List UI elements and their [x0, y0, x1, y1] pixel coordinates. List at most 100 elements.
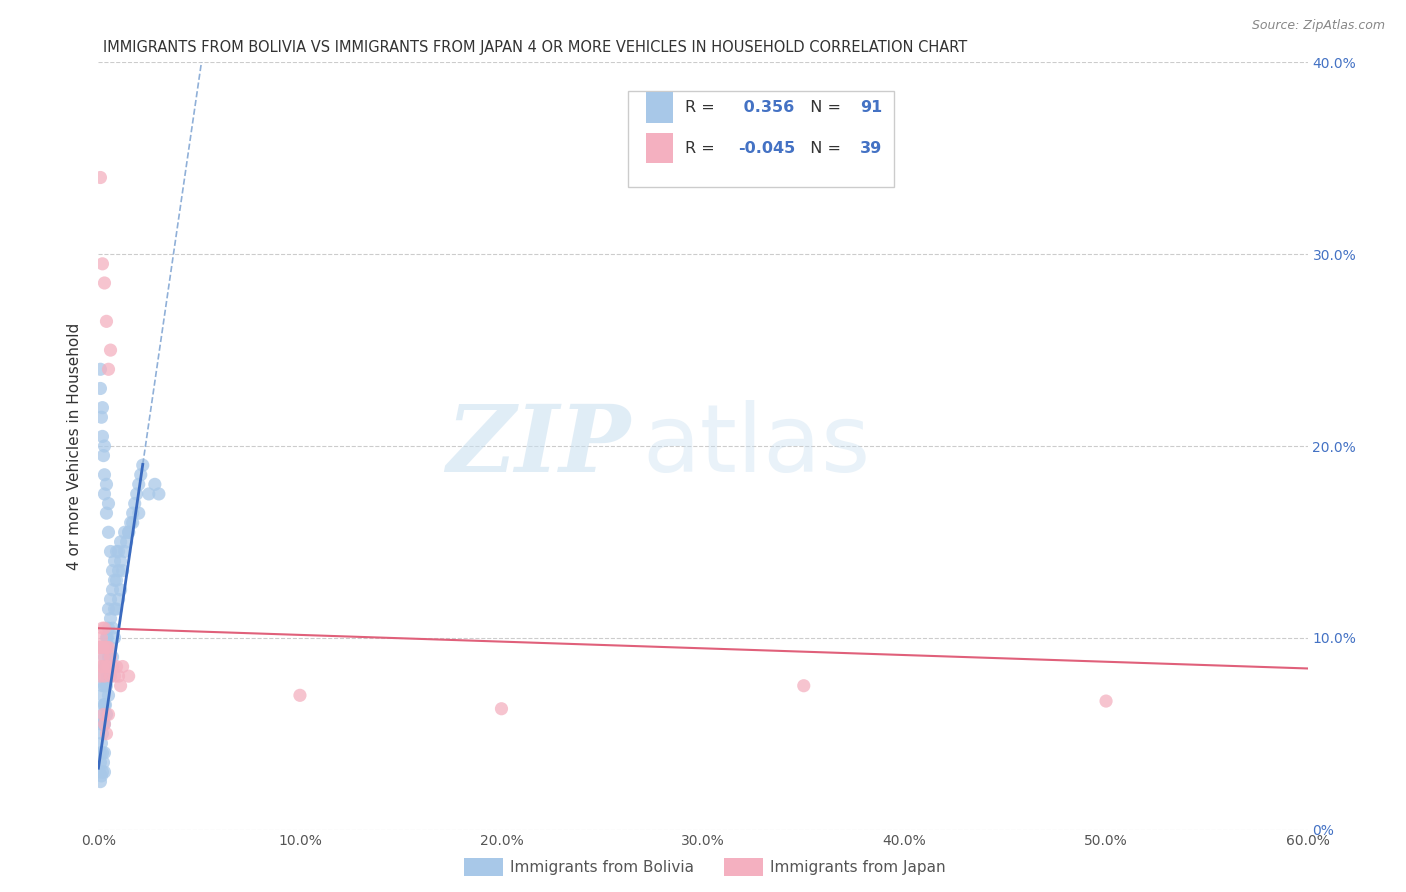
Point: [91, 746, 114, 760]
Point: [93, 640, 115, 655]
Point: [118, 525, 141, 540]
Point: [110, 679, 132, 693]
Point: [93, 621, 115, 635]
Point: [93, 467, 115, 482]
Point: [101, 659, 124, 673]
Point: [101, 582, 124, 597]
Text: 91: 91: [860, 100, 883, 115]
Point: [91, 679, 114, 693]
Point: [97, 362, 120, 376]
Point: [90, 410, 112, 425]
Point: [91, 726, 114, 740]
Point: [93, 717, 115, 731]
Point: [89, 774, 111, 789]
Point: [97, 649, 120, 664]
Point: [90, 631, 112, 645]
FancyBboxPatch shape: [464, 858, 503, 876]
Point: [93, 669, 115, 683]
Point: [96, 707, 118, 722]
Point: [97, 659, 120, 673]
Point: [103, 669, 125, 683]
Point: [101, 564, 124, 578]
Point: [93, 717, 115, 731]
Point: [89, 382, 111, 396]
Point: [97, 689, 120, 703]
Point: [107, 669, 129, 683]
Point: [96, 477, 118, 491]
Point: [96, 640, 118, 655]
Point: [93, 717, 115, 731]
Point: [96, 631, 118, 645]
Point: [91, 765, 114, 780]
Point: [97, 707, 120, 722]
Point: [91, 621, 114, 635]
Point: [793, 679, 815, 693]
Point: [93, 669, 115, 683]
Text: N =: N =: [800, 141, 846, 155]
Point: [111, 659, 134, 673]
Text: Source: ZipAtlas.com: Source: ZipAtlas.com: [1251, 19, 1385, 31]
Point: [90, 769, 112, 783]
Point: [96, 679, 118, 693]
Point: [100, 669, 122, 683]
Point: [107, 592, 129, 607]
Text: IMMIGRANTS FROM BOLIVIA VS IMMIGRANTS FROM JAPAN 4 OR MORE VEHICLES IN HOUSEHOLD: IMMIGRANTS FROM BOLIVIA VS IMMIGRANTS FR…: [103, 40, 967, 55]
Point: [111, 564, 134, 578]
Point: [93, 707, 115, 722]
Point: [103, 602, 125, 616]
Point: [90, 717, 112, 731]
Point: [89, 746, 111, 760]
Text: 0.356: 0.356: [738, 100, 794, 115]
Point: [97, 621, 120, 635]
Point: [93, 449, 115, 463]
Point: [110, 535, 132, 549]
Point: [93, 765, 115, 780]
Point: [93, 756, 115, 770]
Point: [91, 659, 114, 673]
Point: [96, 506, 118, 520]
Point: [100, 544, 122, 558]
Point: [118, 525, 141, 540]
Point: [110, 582, 132, 597]
Point: [93, 439, 115, 453]
Point: [103, 631, 125, 645]
Point: [100, 592, 122, 607]
Point: [105, 659, 128, 673]
Point: [100, 669, 122, 683]
Point: [96, 640, 118, 655]
Point: [93, 746, 115, 760]
Point: [89, 640, 111, 655]
Point: [491, 702, 513, 716]
Point: [148, 487, 170, 501]
Point: [93, 659, 115, 673]
FancyBboxPatch shape: [647, 133, 673, 163]
Point: [132, 458, 155, 473]
FancyBboxPatch shape: [628, 91, 894, 186]
Point: [89, 170, 111, 185]
Point: [94, 659, 117, 673]
Point: [89, 756, 111, 770]
Point: [96, 659, 118, 673]
Y-axis label: 4 or more Vehicles in Household: 4 or more Vehicles in Household: [67, 322, 83, 570]
Point: [94, 698, 117, 712]
Text: R =: R =: [685, 100, 720, 115]
Point: [107, 544, 129, 558]
Point: [97, 640, 120, 655]
Point: [288, 689, 311, 703]
Point: [105, 574, 128, 588]
Point: [89, 669, 111, 683]
Point: [1095, 694, 1118, 708]
Text: R =: R =: [685, 141, 720, 155]
Point: [107, 564, 129, 578]
Point: [96, 314, 118, 328]
Point: [114, 525, 136, 540]
Point: [124, 496, 146, 510]
Point: [115, 535, 138, 549]
Point: [91, 640, 114, 655]
Point: [101, 649, 124, 664]
Point: [105, 544, 128, 558]
Point: [91, 401, 114, 415]
Point: [118, 669, 141, 683]
FancyBboxPatch shape: [647, 92, 673, 123]
Point: [100, 649, 122, 664]
